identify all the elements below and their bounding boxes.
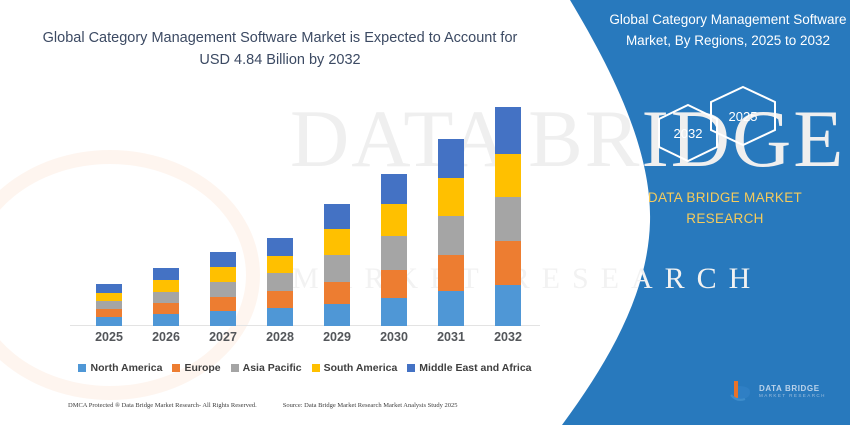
logo-text-line1: DATA BRIDGE	[759, 383, 820, 393]
legend-item-europe[interactable]: Europe	[172, 362, 221, 374]
bar-segment	[324, 255, 350, 282]
bar-segment	[324, 282, 350, 304]
x-tick-2026: 2026	[152, 330, 180, 344]
bar-2028[interactable]	[267, 238, 293, 326]
x-tick-2031: 2031	[437, 330, 465, 344]
legend-item-asia-pacific[interactable]: Asia Pacific	[230, 362, 302, 374]
legend-swatch-icon	[311, 364, 320, 372]
bar-segment	[96, 309, 122, 317]
x-tick-2027: 2027	[209, 330, 237, 344]
legend-label: Middle East and Africa	[419, 362, 532, 374]
bar-segment	[324, 204, 350, 229]
bar-segment	[153, 292, 179, 303]
bar-segment	[267, 238, 293, 256]
bar-segment	[381, 236, 407, 270]
legend-item-middle-east-and-africa[interactable]: Middle East and Africa	[407, 362, 532, 374]
bar-segment	[381, 270, 407, 298]
x-tick-2029: 2029	[323, 330, 351, 344]
bar-segment	[495, 197, 521, 241]
bar-segment	[96, 284, 122, 293]
hexagon-2025: 2025	[707, 85, 779, 147]
right-panel-title: Global Category Management Software Mark…	[609, 12, 847, 48]
brand-name: DATA BRIDGE MARKET RESEARCH	[647, 190, 803, 226]
right-panel: Global Category Management Software Mark…	[600, 0, 850, 425]
bar-2031[interactable]	[438, 139, 464, 326]
data-bridge-logo: DATA BRIDGE MARKET RESEARCH	[728, 375, 838, 407]
bar-segment	[210, 252, 236, 267]
bar-segment	[495, 154, 521, 197]
legend-swatch-icon	[172, 364, 181, 372]
bar-segment	[210, 282, 236, 297]
chart-title: Global Category Management Software Mark…	[42, 30, 518, 68]
bar-segment	[96, 317, 122, 326]
bar-segment	[438, 255, 464, 291]
legend-item-south-america[interactable]: South America	[311, 362, 398, 374]
bar-segment	[153, 303, 179, 314]
bar-segment	[381, 298, 407, 326]
bar-segment	[381, 174, 407, 204]
bar-2025[interactable]	[96, 284, 122, 326]
footer-source: Source: Data Bridge Market Research Mark…	[282, 402, 458, 409]
bar-segment	[153, 280, 179, 292]
bar-segment	[324, 229, 350, 255]
bar-2027[interactable]	[210, 252, 236, 326]
hexagon-2032-label: 2032	[673, 125, 703, 141]
footer: DMCA Protected ® Data Bridge Market Rese…	[68, 402, 568, 409]
bar-2029[interactable]	[324, 204, 350, 326]
bar-segment	[495, 285, 521, 326]
bar-segment	[153, 314, 179, 326]
bar-segment	[381, 204, 407, 236]
chart-legend: North America Europe Asia Pacific South Ame…	[70, 362, 540, 374]
bar-segment	[495, 107, 521, 154]
bar-segment	[267, 291, 293, 308]
bar-segment	[210, 297, 236, 311]
bar-segment	[438, 178, 464, 216]
bar-segment	[210, 311, 236, 326]
stacked-bar-plot	[70, 95, 540, 326]
bar-segment	[267, 256, 293, 273]
hexagon-group: 2032 2025	[645, 85, 815, 165]
legend-label: Europe	[184, 362, 221, 374]
legend-label: South America	[323, 362, 398, 374]
bar-2030[interactable]	[381, 174, 407, 326]
bar-segment	[96, 301, 122, 309]
legend-swatch-icon	[78, 364, 87, 372]
bar-segment	[495, 241, 521, 285]
bar-segment	[267, 273, 293, 291]
legend-label: North America	[90, 362, 163, 374]
bar-2026[interactable]	[153, 268, 179, 326]
bar-segment	[438, 139, 464, 178]
axis-baseline	[70, 325, 540, 326]
bar-segment	[438, 216, 464, 255]
x-axis-tick-labels: 2025 2026 2027 2028 2029 2030 2031 2032	[70, 330, 540, 352]
bar-segment	[324, 304, 350, 326]
logo-mark-icon	[728, 378, 754, 404]
bar-2032[interactable]	[495, 107, 521, 326]
hexagon-2025-label: 2025	[728, 108, 758, 124]
footer-copyright: DMCA Protected ® Data Bridge Market Rese…	[68, 402, 257, 409]
x-tick-2025: 2025	[95, 330, 123, 344]
bar-segment	[210, 267, 236, 282]
x-tick-2030: 2030	[380, 330, 408, 344]
bar-segment	[96, 293, 122, 301]
x-tick-2028: 2028	[266, 330, 294, 344]
logo-text: DATA BRIDGE MARKET RESEARCH	[759, 384, 826, 398]
bar-segment	[438, 291, 464, 326]
chart-area: Global Category Management Software Mark…	[42, 30, 540, 374]
logo-text-line2: MARKET RESEARCH	[759, 392, 826, 398]
legend-label: Asia Pacific	[242, 362, 302, 374]
legend-item-north-america[interactable]: North America	[78, 362, 162, 374]
legend-swatch-icon	[230, 364, 239, 372]
x-tick-2032: 2032	[494, 330, 522, 344]
bar-segment	[267, 308, 293, 326]
legend-swatch-icon	[407, 364, 416, 372]
bar-segment	[153, 268, 179, 280]
